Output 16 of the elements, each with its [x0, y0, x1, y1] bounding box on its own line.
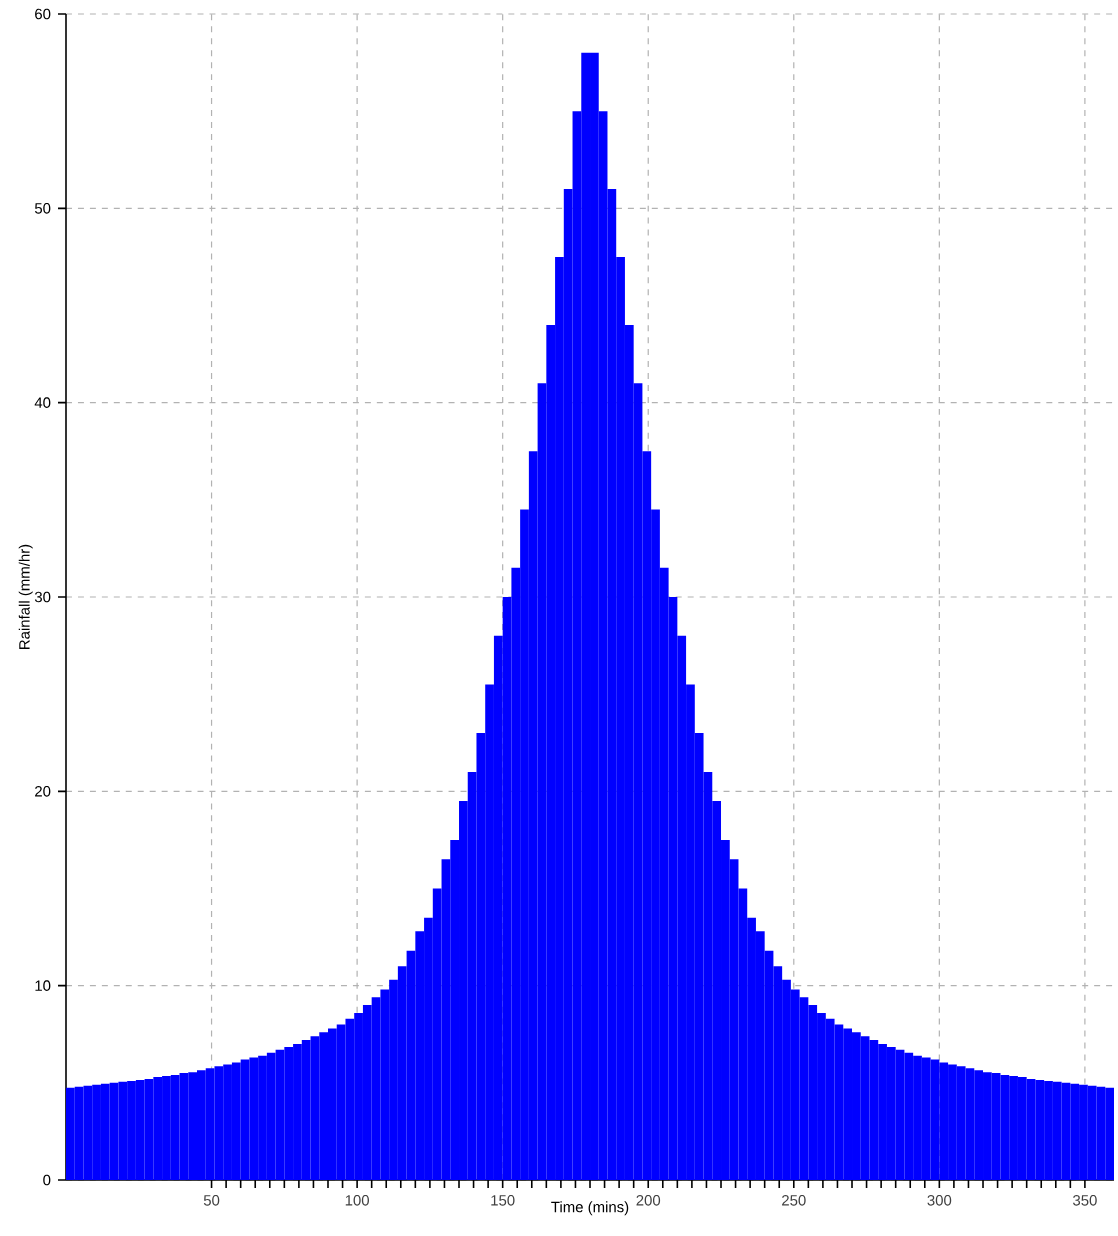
y-tick-label: 10: [35, 980, 51, 991]
x-tick-label: 50: [203, 1195, 220, 1206]
x-tick-label: 200: [636, 1195, 661, 1206]
y-tick-label: 30: [34, 591, 51, 603]
y-tick-label: 50: [34, 203, 51, 214]
y-tick-label: 60: [35, 8, 51, 20]
x-tick-label: 250: [782, 1195, 806, 1206]
x-axis-title: Time (mins): [551, 1201, 629, 1216]
y-axis-title: Rainfall (mm/hr): [18, 544, 33, 649]
x-tick-label: 150: [491, 1195, 515, 1206]
x-tick-label: 350: [1073, 1195, 1097, 1206]
y-tick-label: 20: [35, 786, 51, 797]
y-tick-label: 0: [43, 1174, 51, 1186]
x-tick-label: 300: [927, 1195, 952, 1206]
y-tick-label: 40: [34, 397, 51, 408]
x-tick-label: 100: [345, 1195, 369, 1206]
